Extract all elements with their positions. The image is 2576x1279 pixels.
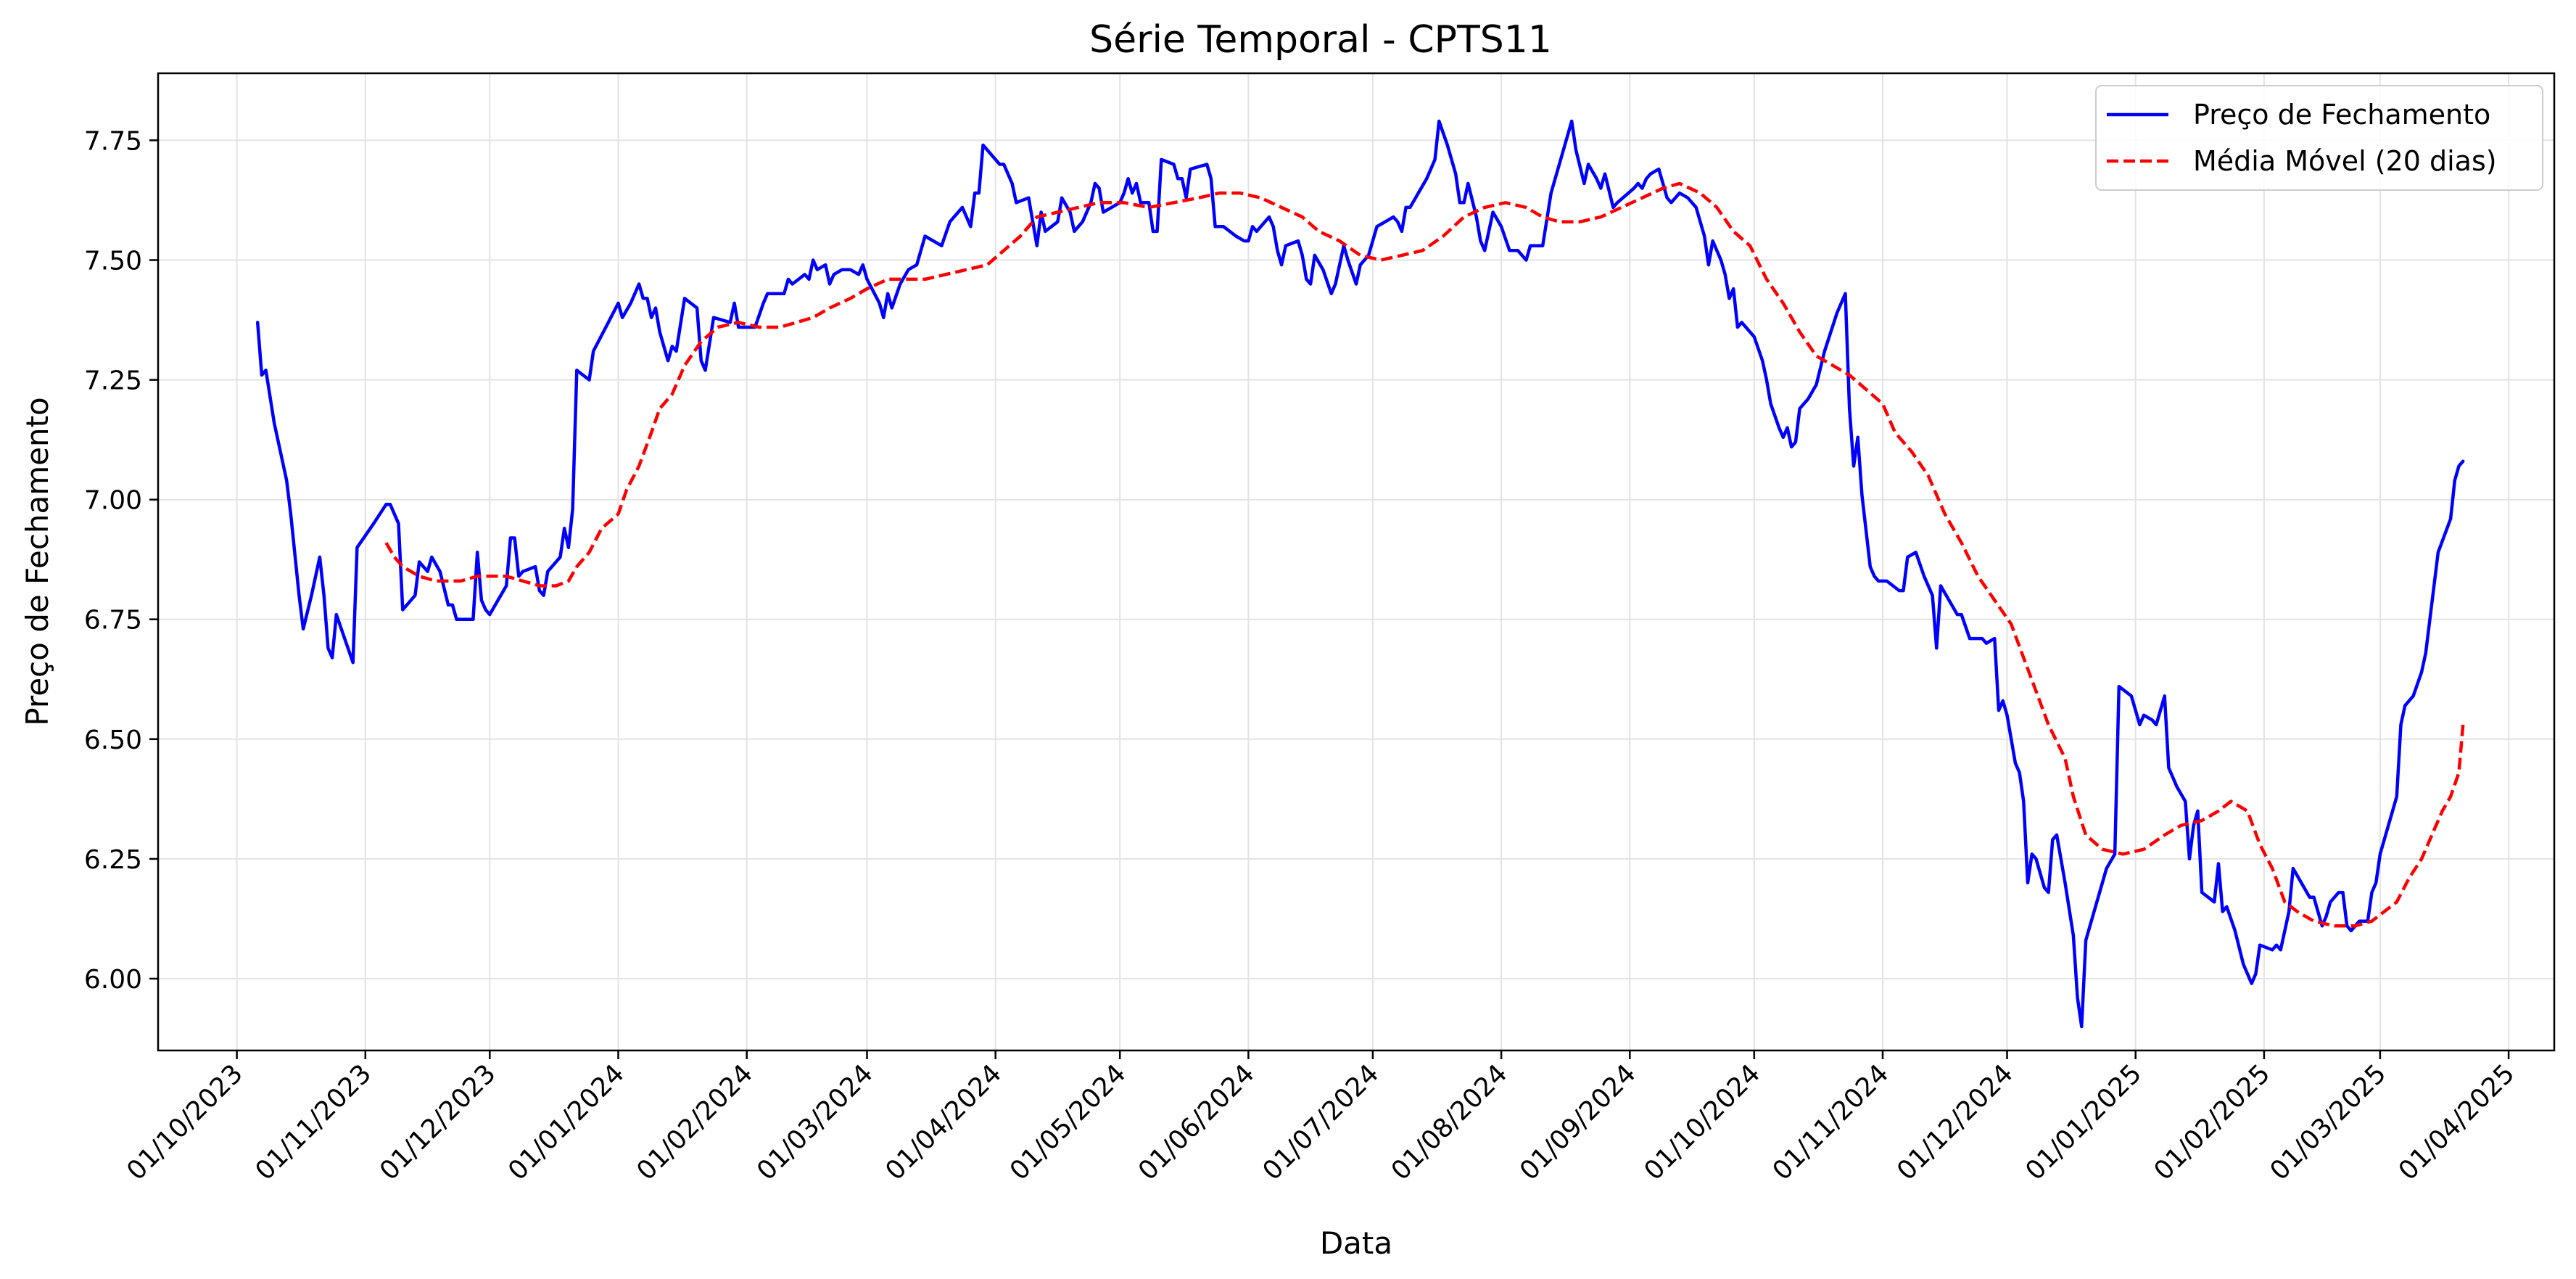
y-tick-label: 6.25 (84, 845, 142, 875)
chart-title: Série Temporal - CPTS11 (1089, 18, 1552, 62)
y-tick-label: 6.50 (84, 725, 142, 755)
grid (158, 73, 2554, 1050)
y-tick-label: 6.75 (84, 606, 142, 636)
series-layer (255, 119, 2465, 1029)
legend-box (2095, 85, 2543, 191)
legend-label-closing-price: Preço de Fechamento (2193, 99, 2490, 131)
legend: Preço de Fechamento Média Móvel (20 dias… (2095, 85, 2543, 191)
y-tick-label: 7.25 (84, 366, 142, 396)
series-line-moving-average (384, 181, 2465, 928)
y-tick-label: 7.00 (84, 486, 142, 516)
y-axis-label: Preço de Fechamento (20, 397, 55, 725)
legend-label-moving-average: Média Móvel (20 dias) (2193, 145, 2497, 177)
x-axis-label: Data (1320, 1225, 1392, 1261)
series-line-closing-price (255, 119, 2465, 1029)
y-tick-label: 7.50 (84, 247, 142, 276)
y-tick-label: 7.75 (84, 126, 142, 156)
y-tick-label: 6.00 (84, 965, 142, 995)
plot-frame (157, 72, 2556, 1052)
